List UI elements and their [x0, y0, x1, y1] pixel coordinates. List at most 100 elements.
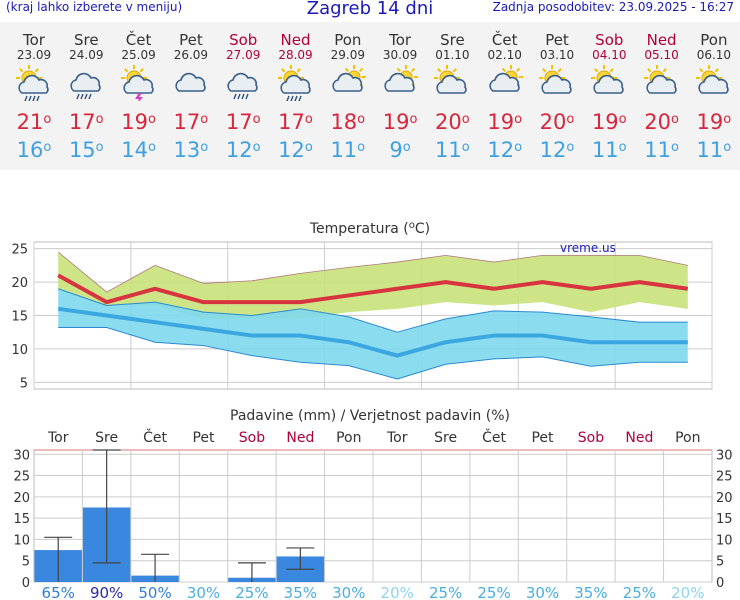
- min-temperature-value: 11: [330, 138, 358, 162]
- y-tick-label-right: 30: [716, 448, 733, 463]
- sun-cloud-icon: [583, 65, 635, 105]
- day-column[interactable]: Sre 01.10 20o 11o: [426, 22, 478, 163]
- max-temperature: 19o: [479, 109, 531, 135]
- sun-cloud-icon: [531, 65, 583, 105]
- min-temperature: 14o: [113, 137, 165, 163]
- max-temperature: 19o: [374, 109, 426, 135]
- sun-cloud-icon: [426, 65, 478, 105]
- day-name: Sob: [229, 31, 258, 49]
- degree-symbol: o: [200, 112, 209, 127]
- day-column[interactable]: Sob 27.09 17o 12o: [217, 22, 269, 163]
- probability-label: 65%: [42, 584, 75, 600]
- day-label: Pet: [531, 430, 554, 446]
- day-column[interactable]: Pet 26.09 17o 13o: [165, 22, 217, 163]
- day-date: 23.09: [16, 48, 52, 62]
- probability-label: 20%: [381, 584, 414, 600]
- day-name: Pet: [545, 31, 569, 49]
- min-temperature-value: 9: [389, 138, 403, 162]
- sun-cloud-storm-icon: [113, 65, 165, 105]
- day-date: 26.09: [173, 48, 209, 62]
- y-tick-label-right: 15: [716, 512, 733, 527]
- max-temperature: 20o: [531, 109, 583, 135]
- probability-label: 25%: [623, 584, 656, 600]
- day-name: Sob: [595, 31, 624, 49]
- day-column[interactable]: Pon 29.09 18o 11o: [322, 22, 374, 163]
- day-date: 04.10: [592, 48, 627, 62]
- y-tick-label-left: 20: [13, 491, 30, 506]
- min-temperature: 11o: [688, 137, 740, 163]
- degree-symbol: o: [514, 140, 523, 155]
- max-temperature-value: 20: [539, 110, 567, 134]
- day-column[interactable]: Tor 23.09 21o 16o: [8, 22, 60, 163]
- max-temperature: 19o: [688, 109, 740, 135]
- day-name: Ned: [280, 31, 311, 49]
- day-column[interactable]: Čet 25.09 19o 14o: [113, 22, 165, 163]
- day-column[interactable]: Ned 05.10 20o 11o: [636, 22, 688, 163]
- max-temperature-value: 21: [16, 110, 44, 134]
- degree-symbol: o: [304, 140, 313, 155]
- day-label: Sre: [95, 430, 118, 446]
- y-tick-label-left: 10: [13, 533, 30, 548]
- degree-symbol: o: [252, 140, 261, 155]
- y-tick-label: 5: [20, 376, 28, 391]
- min-temperature-value: 14: [121, 138, 148, 162]
- day-name: Sre: [74, 31, 99, 49]
- day-column[interactable]: Tor 30.09 19o 9o: [374, 22, 426, 163]
- cloud-rain-icon: [217, 65, 269, 105]
- day-column[interactable]: Pon 06.10 19o 11o: [688, 22, 740, 163]
- day-column[interactable]: Sre 24.09 17o 15o: [60, 22, 112, 163]
- day-date: 05.10: [644, 48, 679, 62]
- max-temperature-value: 17: [68, 110, 96, 134]
- max-temperature-value: 18: [330, 110, 358, 134]
- max-temperature: 17o: [270, 109, 322, 135]
- max-temperature: 19o: [113, 109, 165, 135]
- y-tick-label-left: 15: [13, 512, 30, 527]
- day-label: Sre: [434, 430, 457, 446]
- degree-symbol: o: [514, 112, 523, 127]
- degree-symbol: o: [409, 112, 418, 127]
- probability-label: 35%: [574, 584, 607, 600]
- cloud-sun-icon: [322, 65, 374, 105]
- degree-symbol: o: [618, 140, 627, 155]
- header-left-note[interactable]: (kraj lahko izberete v meniju): [6, 0, 183, 14]
- min-temperature: 11o: [426, 137, 478, 163]
- max-temperature-value: 17: [173, 110, 201, 134]
- last-updated: Zadnja posodobitev: 23.09.2025 - 16:27: [492, 0, 734, 14]
- min-temperature: 12o: [531, 137, 583, 163]
- day-column[interactable]: Sob 04.10 19o 11o: [583, 22, 635, 163]
- y-tick-label-right: 0: [716, 576, 724, 591]
- min-band-upper-edge: [58, 288, 688, 333]
- max-temperature: 20o: [426, 109, 478, 135]
- sun-cloud-rain-icon: [8, 65, 60, 105]
- degree-symbol: o: [95, 112, 104, 127]
- cloud-icon: [165, 65, 217, 105]
- min-temperature: 11o: [636, 137, 688, 163]
- y-tick-label: 20: [11, 276, 28, 291]
- day-label: Tor: [386, 430, 408, 446]
- probability-label: 35%: [284, 584, 317, 600]
- day-name: Tor: [389, 31, 412, 49]
- max-temperature: 17o: [60, 109, 112, 135]
- max-temperature: 17o: [165, 109, 217, 135]
- degree-symbol: o: [566, 140, 575, 155]
- daily-forecast-strip: Tor 23.09 21o 16o Sre 24.09 17o 15o Čet 25.09 19o 1…: [0, 22, 740, 170]
- min-temperature: 12o: [217, 137, 269, 163]
- probability-label: 30%: [332, 584, 365, 600]
- probability-label: 25%: [429, 584, 462, 600]
- cloud-rain-icon: [60, 65, 112, 105]
- max-temperature-value: 17: [225, 110, 253, 134]
- y-tick-label-left: 0: [22, 576, 30, 591]
- sun-cloud-icon: [636, 65, 688, 105]
- day-name: Čet: [125, 31, 152, 49]
- degree-symbol: o: [357, 140, 366, 155]
- day-column[interactable]: Ned 28.09 17o 12o: [270, 22, 322, 163]
- max-band-upper-edge: [57, 251, 688, 293]
- day-label: Ned: [625, 430, 653, 446]
- degree-symbol: o: [200, 140, 209, 155]
- degree-symbol: o: [670, 112, 679, 127]
- degree-symbol: o: [670, 140, 679, 155]
- day-date: 30.09: [382, 48, 418, 62]
- day-column[interactable]: Pet 03.10 20o 12o: [531, 22, 583, 163]
- min-temperature-value: 16: [16, 138, 44, 162]
- day-column[interactable]: Čet 02.10 19o 12o: [479, 22, 531, 163]
